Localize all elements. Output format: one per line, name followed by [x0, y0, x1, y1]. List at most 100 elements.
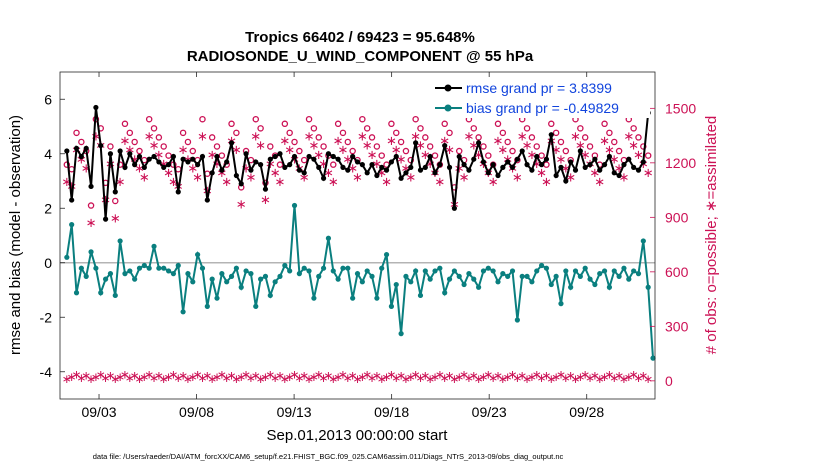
bias-point	[606, 284, 613, 290]
obs-assimilated-marker: ∗	[643, 166, 654, 181]
obs-possible-marker	[73, 129, 80, 137]
obs-assimilated-low-marker: ∗	[285, 370, 295, 384]
obs-possible-marker	[199, 115, 206, 123]
bias-point	[427, 276, 433, 282]
obs-assimilated-marker: ∗	[187, 161, 198, 176]
obs-assimilated-marker: ∗	[76, 152, 87, 167]
bias-point	[524, 273, 530, 279]
obs-assimilated-marker: ∗	[454, 161, 465, 176]
bias-point	[180, 309, 186, 315]
obs-assimilated-low-marker: ∗	[149, 371, 159, 385]
rmse-point	[369, 162, 375, 168]
obs-assimilated-marker: ∗	[541, 175, 552, 190]
bias-point	[122, 271, 128, 277]
rmse-point	[480, 159, 487, 165]
obs-possible-marker	[107, 143, 114, 150]
right-tick-label: 1200	[665, 155, 696, 171]
obs-assimilated-marker: ∗	[110, 211, 121, 226]
obs-assimilated-marker: ∗	[347, 161, 358, 176]
bias-point	[456, 273, 462, 279]
obs-assimilated-marker: ∗	[589, 166, 600, 181]
obs-possible-marker	[601, 120, 608, 128]
obs-assimilated-low-marker: ∗	[430, 370, 440, 384]
bias-point	[640, 238, 646, 244]
obs-assimilated-low-marker: ∗	[294, 371, 304, 385]
obs-possible-marker	[426, 143, 434, 150]
obs-assimilated-low-marker: ∗	[217, 368, 227, 382]
obs-possible-marker	[136, 147, 143, 155]
rmse-point	[631, 164, 637, 170]
obs-possible-marker	[300, 156, 308, 164]
obs-assimilated-low-marker: ∗	[517, 369, 527, 383]
rmse-point	[505, 159, 511, 165]
obs-possible-marker	[509, 147, 516, 155]
obs-possible-marker	[552, 129, 560, 137]
obs-assimilated-marker: ∗	[216, 166, 227, 181]
rmse-point	[146, 156, 152, 162]
obs-possible-marker	[126, 129, 134, 137]
obs-assimilated-low-marker: ∗	[168, 368, 178, 382]
obs-assimilated-low-marker: ∗	[445, 369, 455, 383]
rmse-point	[587, 162, 593, 168]
obs-assimilated-low-marker: ∗	[633, 371, 643, 385]
x-tick-label: 09/18	[374, 404, 409, 420]
obs-assimilated-low-marker: ∗	[76, 371, 86, 385]
rmse-point	[102, 216, 109, 222]
rmse-point	[354, 159, 361, 165]
obs-assimilated-low-marker: ∗	[590, 369, 600, 383]
obs-possible-marker	[441, 120, 448, 128]
obs-assimilated-marker: ∗	[473, 148, 484, 163]
obs-assimilated-marker: ∗	[231, 143, 242, 158]
bias-point	[199, 265, 206, 271]
obs-assimilated-low-marker: ∗	[377, 372, 387, 386]
bias-point	[534, 268, 540, 274]
obs-assimilated-marker: ∗	[575, 139, 586, 154]
obs-assimilated-marker: ∗	[512, 170, 523, 185]
obs-assimilated-marker: ∗	[338, 143, 349, 158]
bias-point	[543, 265, 550, 271]
rmse-point	[543, 156, 550, 162]
rmse-point	[340, 164, 346, 170]
rmse-point	[345, 167, 351, 173]
obs-possible-marker	[228, 120, 235, 128]
obs-assimilated-low-marker: ∗	[624, 370, 634, 384]
obs-assimilated-low-marker: ∗	[333, 370, 343, 384]
bias-point	[635, 271, 642, 277]
rmse-point	[277, 151, 283, 157]
rmse-point	[350, 153, 356, 160]
obs-assimilated-marker: ∗	[376, 166, 387, 181]
obs-assimilated-low-marker: ∗	[304, 372, 314, 386]
obs-assimilated-marker: ∗	[304, 130, 315, 145]
rmse-point	[611, 170, 617, 176]
obs-possible-marker	[363, 125, 371, 132]
rmse-point	[538, 162, 545, 168]
obs-assimilated-marker: ∗	[144, 130, 155, 145]
legend-box	[430, 78, 650, 118]
obs-assimilated-low-marker: ∗	[595, 372, 605, 386]
obs-assimilated-marker: ∗	[560, 161, 571, 176]
obs-assimilated-marker: ∗	[570, 130, 581, 145]
bias-point	[577, 273, 583, 279]
data-file-footnote: data file: /Users/raeder/DAI/ATM_forcXX/…	[93, 452, 564, 461]
bias-point	[582, 265, 588, 271]
obs-possible-marker	[373, 143, 381, 150]
obs-assimilated-marker: ∗	[536, 166, 547, 181]
obs-assimilated-marker: ∗	[522, 139, 533, 154]
obs-assimilated-low-marker: ∗	[609, 371, 619, 385]
bias-point	[282, 262, 288, 269]
obs-possible-marker	[78, 138, 85, 146]
left-tick-label: 4	[44, 146, 52, 162]
rmse-point	[190, 156, 196, 162]
obs-assimilated-low-marker: ∗	[178, 369, 188, 383]
plot-frame	[59, 71, 656, 400]
obs-assimilated-marker: ∗	[308, 139, 319, 154]
obs-assimilated-low-marker: ∗	[256, 372, 266, 386]
obs-assimilated-low-marker: ∗	[629, 368, 639, 382]
bias-point	[645, 284, 651, 290]
bias-point	[616, 273, 622, 279]
obs-assimilated-low-marker: ∗	[265, 368, 275, 382]
bias-point	[558, 301, 564, 307]
bias-point	[325, 235, 332, 241]
obs-possible-marker	[63, 161, 71, 168]
bias-point	[296, 271, 302, 277]
